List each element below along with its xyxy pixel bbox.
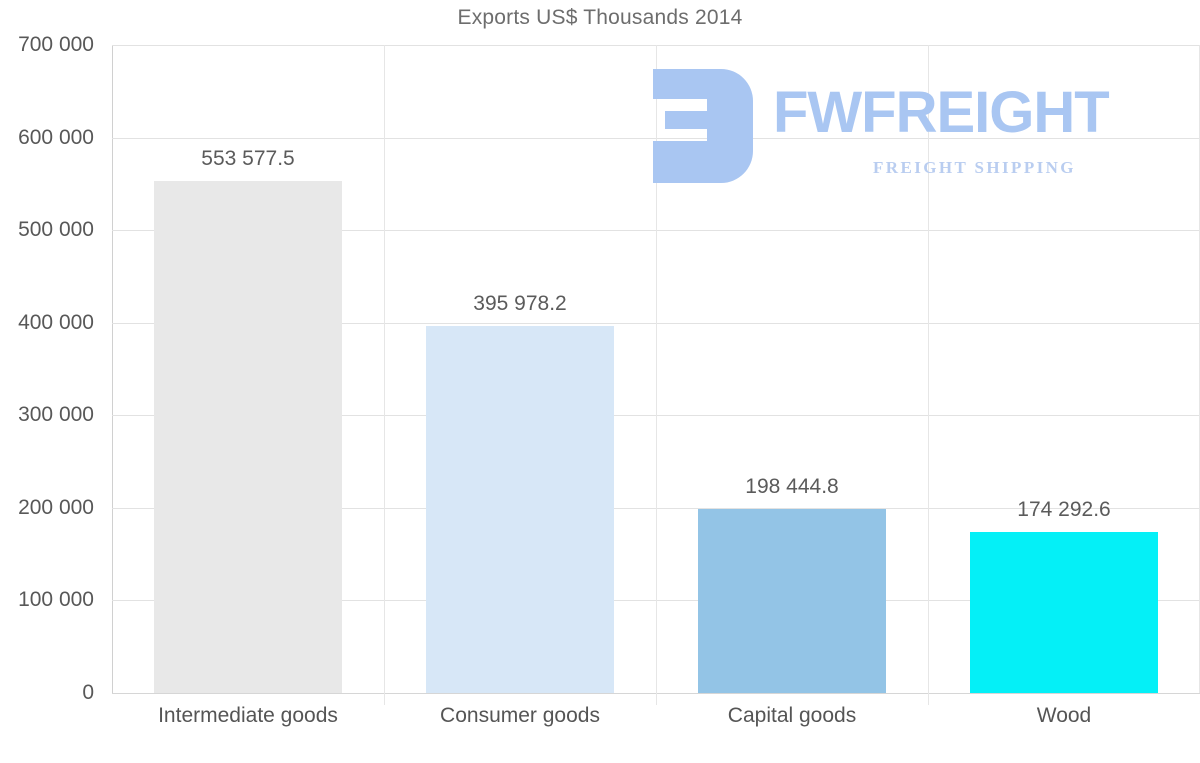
x-axis-category-label: Wood — [1036, 704, 1092, 727]
bar-value-label: 553 577.5 — [201, 146, 295, 170]
bar-consumer-goods[interactable] — [426, 326, 614, 693]
chart-title: Exports US$ Thousands 2014 — [457, 6, 743, 29]
gridline-x-3 — [928, 45, 929, 705]
gridline-x-1 — [384, 45, 385, 705]
x-axis-category-label: Consumer goods — [440, 704, 600, 727]
y-tick-label: 500 000 — [18, 218, 94, 242]
y-tick-label: 600 000 — [18, 125, 94, 149]
y-tick-label: 700 000 — [18, 33, 94, 56]
y-tick-label: 300 000 — [18, 403, 94, 427]
x-axis-category-label: Capital goods — [727, 704, 857, 727]
gridline-x-2 — [656, 45, 657, 705]
bar-value-label: 198 444.8 — [745, 475, 839, 499]
bar-wood[interactable] — [970, 531, 1158, 693]
bar-value-label: 174 292.6 — [1017, 497, 1111, 521]
y-tick-label: 0 — [82, 681, 94, 704]
y-tick-label: 100 000 — [18, 588, 94, 612]
plot-area — [112, 45, 1200, 705]
bar-intermediate-goods[interactable] — [154, 180, 342, 693]
bar-capital-goods[interactable] — [698, 509, 886, 693]
y-tick-label: 400 000 — [18, 310, 94, 334]
bar-value-label: 395 978.2 — [473, 292, 567, 316]
y-tick-label: 200 000 — [18, 495, 94, 519]
x-axis-category-label: Intermediate goods — [158, 704, 338, 727]
y-axis-line — [112, 45, 113, 694]
